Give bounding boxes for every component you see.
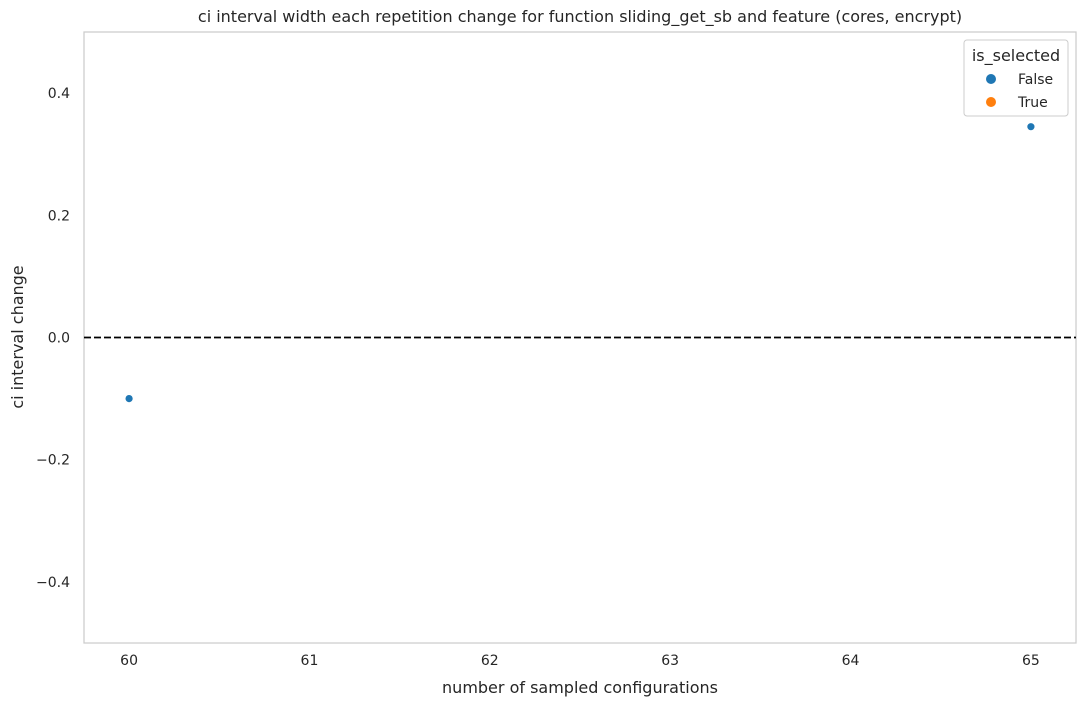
x-tick-label: 62	[481, 653, 499, 669]
legend-box	[963, 39, 1069, 117]
x-tick-label: 64	[842, 653, 860, 669]
y-axis-title: ci interval change	[8, 265, 27, 408]
legend-label-false: False	[1018, 72, 1053, 88]
data-point-false	[124, 394, 134, 404]
legend: is_selected False True	[963, 39, 1069, 117]
legend-marker-true	[986, 97, 996, 107]
y-tick-label: 0.4	[48, 86, 70, 102]
x-tick-label: 63	[661, 653, 679, 669]
x-tick-label: 61	[301, 653, 319, 669]
y-tick-label: 0.2	[48, 208, 70, 224]
x-tick-label: 65	[1022, 653, 1040, 669]
data-point-false	[1026, 122, 1036, 132]
x-tick-label: 60	[120, 653, 138, 669]
legend-marker-false	[986, 74, 996, 84]
y-tick-label: −0.2	[36, 453, 70, 469]
legend-label-true: True	[1017, 95, 1048, 111]
y-tick-label: −0.4	[36, 575, 70, 591]
y-axis-ticks: −0.4 −0.2 0.0 0.2 0.4	[36, 86, 70, 591]
x-axis-ticks: 60 61 62 63 64 65	[120, 653, 1040, 669]
x-axis-title: number of sampled configurations	[442, 678, 718, 697]
legend-title: is_selected	[972, 46, 1060, 66]
chart-title: ci interval width each repetition change…	[198, 7, 962, 27]
scatter-points	[124, 122, 1036, 404]
y-tick-label: 0.0	[48, 331, 70, 347]
